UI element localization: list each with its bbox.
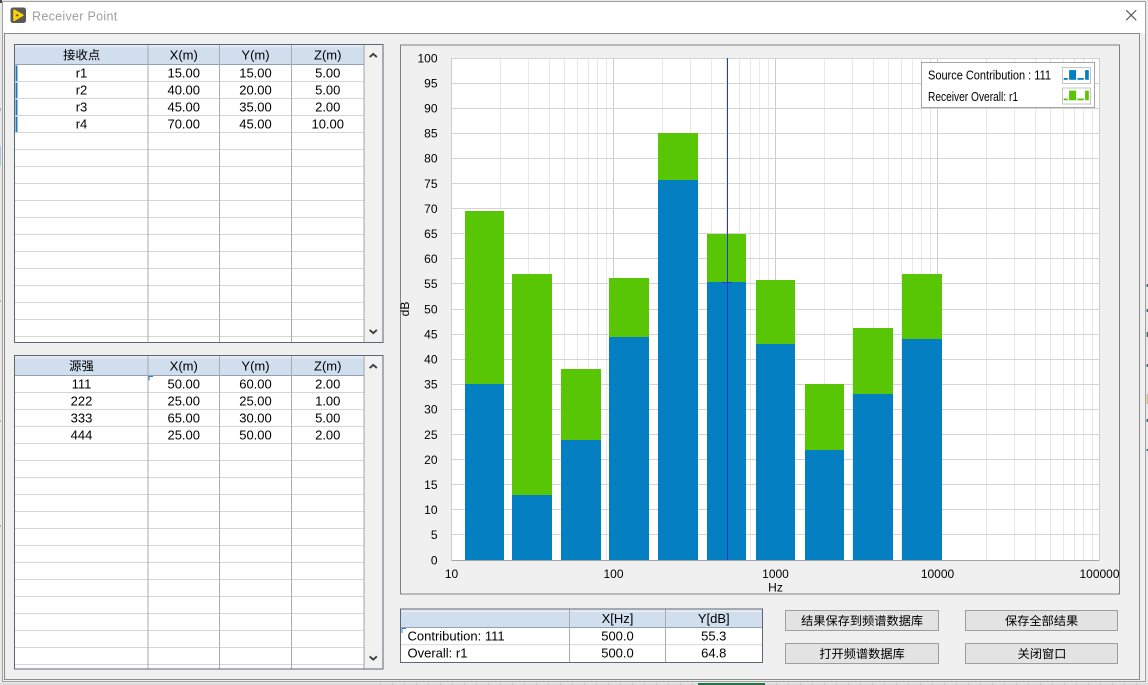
svg-text:10000: 10000 (921, 567, 955, 581)
svg-text:35: 35 (424, 378, 438, 392)
svg-text:r3: r3 (76, 100, 88, 115)
svg-text:40: 40 (424, 353, 438, 367)
svg-text:55.3: 55.3 (701, 628, 726, 643)
svg-text:65: 65 (424, 227, 438, 241)
svg-text:Z(m): Z(m) (314, 47, 341, 62)
svg-text:333: 333 (71, 411, 93, 426)
svg-text:X[Hz]: X[Hz] (602, 611, 634, 626)
svg-text:60.00: 60.00 (239, 377, 272, 392)
svg-text:20.00: 20.00 (239, 83, 272, 98)
svg-text:50.00: 50.00 (167, 377, 200, 392)
svg-text:500.0: 500.0 (601, 628, 634, 643)
svg-text:30: 30 (424, 403, 438, 417)
svg-text:2.00: 2.00 (315, 428, 340, 443)
svg-text:75: 75 (424, 177, 438, 191)
svg-text:0: 0 (431, 553, 438, 567)
svg-text:r4: r4 (76, 117, 88, 132)
svg-text:50: 50 (424, 302, 438, 316)
svg-text:X(m): X(m) (170, 47, 198, 62)
svg-text:60: 60 (424, 252, 438, 266)
svg-text:15.00: 15.00 (167, 66, 200, 81)
svg-text:5.00: 5.00 (315, 411, 340, 426)
svg-text:Receiver Point: Receiver Point (32, 10, 118, 24)
svg-text:Y(m): Y(m) (241, 358, 269, 373)
svg-text:15: 15 (424, 478, 438, 492)
svg-text:25.00: 25.00 (167, 394, 200, 409)
svg-text:25.00: 25.00 (239, 394, 272, 409)
svg-text:80: 80 (424, 152, 438, 166)
svg-text:65.00: 65.00 (167, 411, 200, 426)
svg-text:222: 222 (71, 394, 93, 409)
svg-text:111: 111 (72, 377, 92, 392)
svg-text:45: 45 (424, 327, 438, 341)
svg-text:30.00: 30.00 (239, 411, 272, 426)
svg-text:Y[dB]: Y[dB] (698, 611, 730, 626)
svg-text:X(m): X(m) (170, 358, 198, 373)
svg-text:100: 100 (417, 51, 437, 65)
svg-text:500.0: 500.0 (601, 646, 634, 661)
svg-text:25: 25 (424, 428, 438, 442)
svg-text:35.00: 35.00 (239, 100, 272, 115)
svg-text:10: 10 (445, 567, 459, 581)
svg-text:Receiver Overall: r1: Receiver Overall: r1 (928, 90, 1018, 104)
svg-text:Hz: Hz (768, 581, 783, 595)
svg-text:5.00: 5.00 (315, 66, 340, 81)
svg-text:Overall: r1: Overall: r1 (408, 646, 468, 661)
svg-text:444: 444 (71, 428, 93, 443)
svg-text:r2: r2 (76, 83, 88, 98)
svg-text:70: 70 (424, 202, 438, 216)
svg-text:dB: dB (398, 302, 412, 317)
svg-text:90: 90 (424, 102, 438, 116)
svg-text:Z(m): Z(m) (314, 358, 341, 373)
svg-text:85: 85 (424, 127, 438, 141)
svg-text:40.00: 40.00 (167, 83, 200, 98)
svg-text:100000: 100000 (1079, 567, 1119, 581)
svg-text:5: 5 (431, 528, 438, 542)
svg-text:Y(m): Y(m) (241, 47, 269, 62)
svg-text:95: 95 (424, 76, 438, 90)
svg-text:Source Contribution : 111: Source Contribution : 111 (928, 69, 1051, 83)
svg-text:2.00: 2.00 (315, 100, 340, 115)
svg-text:25.00: 25.00 (167, 428, 200, 443)
svg-text:1000: 1000 (762, 567, 789, 581)
svg-text:Contribution: 111: Contribution: 111 (408, 628, 505, 643)
svg-text:1.00: 1.00 (315, 394, 340, 409)
svg-text:70.00: 70.00 (167, 117, 200, 132)
svg-text:10.00: 10.00 (311, 117, 344, 132)
svg-text:45.00: 45.00 (239, 117, 272, 132)
svg-text:15.00: 15.00 (239, 66, 272, 81)
svg-text:r1: r1 (76, 66, 88, 81)
svg-text:50.00: 50.00 (239, 428, 272, 443)
svg-text:2.00: 2.00 (315, 377, 340, 392)
svg-text:55: 55 (424, 277, 438, 291)
svg-text:45.00: 45.00 (167, 100, 200, 115)
svg-text:100: 100 (603, 567, 623, 581)
svg-text:20: 20 (424, 453, 438, 467)
svg-text:10: 10 (424, 503, 438, 517)
svg-text:64.8: 64.8 (701, 646, 726, 661)
svg-text:5.00: 5.00 (315, 83, 340, 98)
